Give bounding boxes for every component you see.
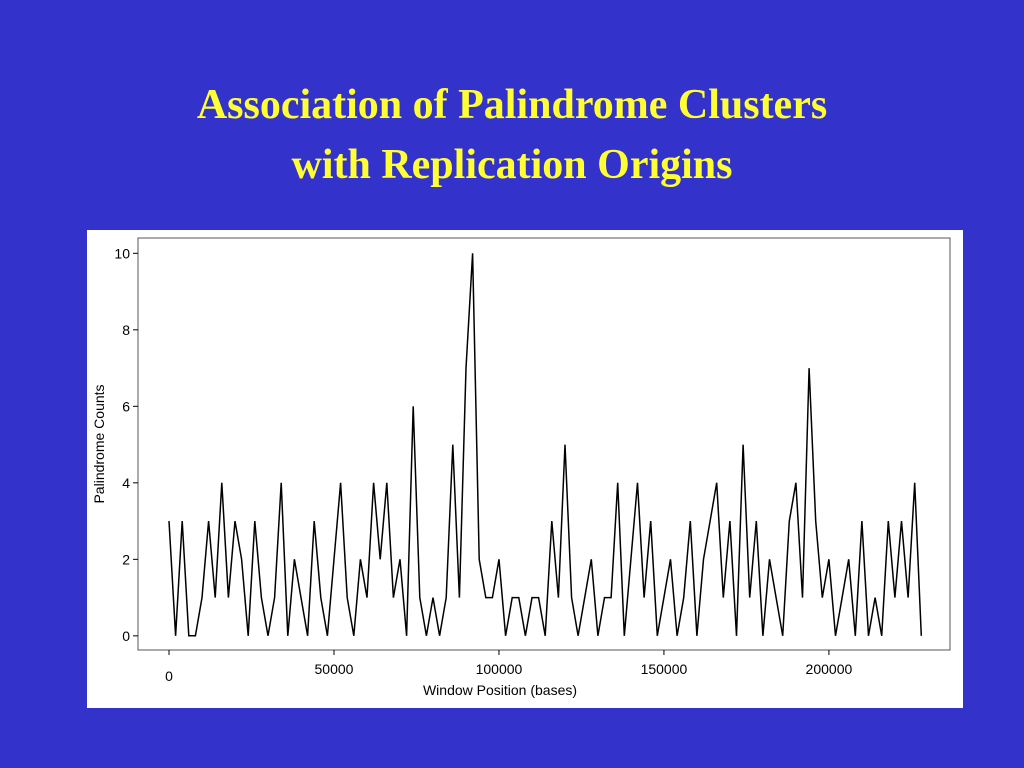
y-tick-label: 2 (122, 551, 130, 567)
plot-frame (137, 237, 951, 651)
title-line: Association of Palindrome Clusters (197, 82, 827, 128)
x-tick-label: 50000 (315, 661, 354, 677)
y-tick-label: 6 (122, 398, 130, 414)
x-tick-label: 150000 (641, 661, 688, 677)
data-line (168, 253, 923, 637)
chart-panel (87, 230, 963, 708)
y-tick-label: 10 (114, 245, 130, 261)
x-tick-label: 200000 (806, 661, 853, 677)
x-tick-label: 0 (165, 668, 173, 684)
y-axis-label: Palindrome Counts (91, 384, 107, 503)
y-tick-label: 4 (122, 475, 130, 491)
x-axis-label: Window Position (bases) (423, 682, 577, 698)
y-tick-label: 0 (122, 628, 130, 644)
y-tick-label: 8 (122, 322, 130, 338)
x-tick-label: 100000 (476, 661, 523, 677)
title-line: with Replication Origins (291, 142, 732, 188)
